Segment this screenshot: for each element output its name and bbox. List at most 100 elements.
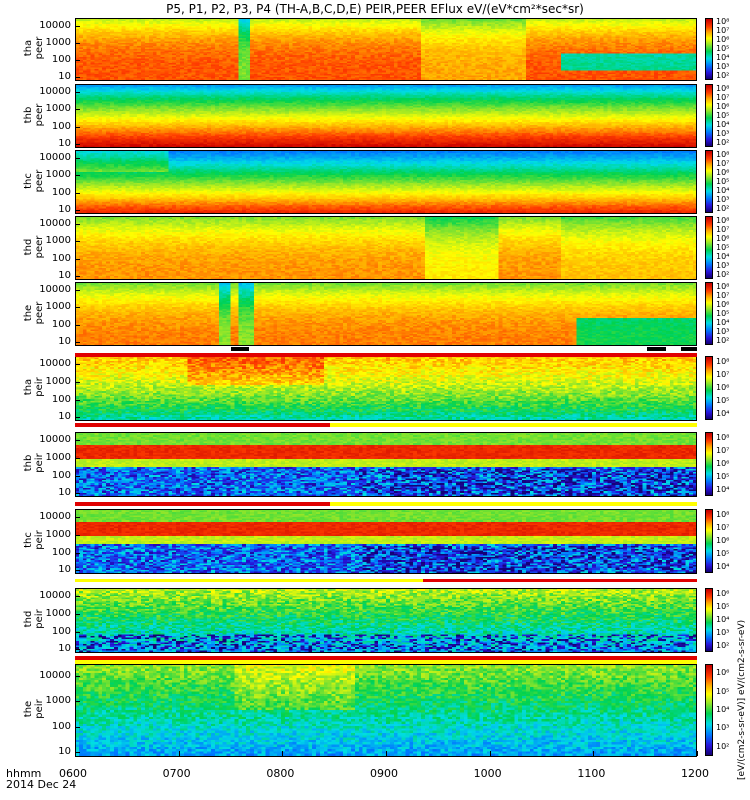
quality-flag-bar — [423, 579, 697, 583]
x-tick-mark — [489, 751, 491, 756]
colorbar-tick-label: 10³ — [716, 627, 730, 637]
x-tick-mark — [386, 751, 387, 756]
y-tick-mark — [75, 91, 80, 93]
colorbar-tick-label: 10⁸ — [716, 83, 730, 93]
y-tick-label: 10000 — [39, 85, 71, 97]
y-tick-label: 100 — [51, 186, 71, 198]
y-tick-mark — [75, 276, 80, 278]
y-tick-label: 10000 — [39, 590, 71, 601]
y-tick-mark — [75, 42, 80, 44]
colorbar-tick-label: 10² — [716, 640, 730, 650]
y-tick-label: 10 — [58, 487, 71, 499]
colorbar-tick-label: 10⁷ — [716, 290, 730, 300]
y-tick-mark — [75, 493, 80, 495]
colorbar-tick-label: 10⁶ — [716, 233, 730, 243]
y-tick-mark — [75, 77, 80, 79]
y-tick-mark — [75, 752, 80, 754]
colorbar-tick-label: 10⁵ — [716, 308, 730, 318]
y-tick-label: 10 — [58, 71, 71, 83]
y-tick-label: 100 — [51, 252, 71, 264]
y-tick-label: 10000 — [39, 669, 71, 681]
colorbar-tick-label: 10⁷ — [716, 26, 730, 36]
y-tick-mark — [75, 289, 80, 291]
colorbar-tick-label: 10³ — [716, 723, 730, 733]
colorbar-tick-label: 10³ — [716, 326, 730, 336]
quality-flag-bar — [330, 423, 697, 427]
x-tick-label: 0800 — [266, 767, 295, 780]
colorbar-tick-label: 10⁷ — [716, 158, 730, 168]
y-tick-label: 10 — [58, 411, 71, 423]
y-tick-label: 10 — [58, 204, 71, 216]
quality-flag-bar — [75, 502, 331, 506]
y-tick-label: 10 — [58, 564, 71, 576]
y-tick-label: 10 — [58, 643, 71, 655]
y-tick-mark — [75, 144, 80, 146]
y-tick-label: 1000 — [45, 528, 71, 540]
y-tick-mark — [75, 440, 80, 441]
y-tick-label: 10 — [58, 270, 71, 282]
colorbar-tick-label: 10⁴ — [716, 185, 730, 195]
y-tick-label: 1000 — [45, 235, 71, 247]
y-tick-mark — [75, 60, 80, 62]
y-tick-label: 100 — [51, 393, 71, 405]
y-tick-mark — [75, 258, 80, 260]
colorbar-tick-label: 10⁷ — [716, 523, 730, 533]
colorbar-tick-label: 10² — [716, 269, 730, 279]
quality-flag-bar — [230, 347, 250, 351]
x-tick-mark — [282, 751, 284, 756]
date-label: 2014 Dec 24 — [6, 778, 77, 791]
colorbar-tick-label: 10⁶ — [716, 459, 730, 468]
colorbar-units-label: [eV/(cm2-s-sr-eV)] eV/(cm2-s-sr-eV) — [737, 619, 747, 780]
colorbar-tick-label: 10⁴ — [716, 615, 730, 624]
y-tick-mark — [75, 223, 80, 225]
colorbar-tick-label: 10⁴ — [716, 561, 730, 571]
y-tick-mark — [75, 596, 80, 597]
colorbar-tick-label: 10⁵ — [716, 44, 730, 53]
colorbar-tick-label: 10⁵ — [716, 242, 730, 252]
x-tick-label: 1100 — [577, 767, 606, 780]
y-tick-mark — [75, 381, 80, 383]
y-tick-mark — [75, 324, 80, 326]
colorbar — [705, 432, 713, 496]
spectrogram-tha-peer — [75, 18, 697, 80]
y-tick-label: 10000 — [39, 283, 71, 295]
colorbar-tick-label: 10² — [716, 203, 730, 213]
y-tick-label: 1000 — [45, 607, 71, 619]
y-tick-mark — [75, 475, 80, 477]
colorbar-tick-label: 10⁶ — [716, 589, 730, 599]
y-tick-label: 100 — [51, 720, 71, 732]
colorbar-tick-label: 10⁶ — [716, 167, 730, 177]
quality-flag-bar — [75, 660, 697, 664]
colorbar-tick-label: 10⁵ — [716, 602, 730, 612]
quality-flag-bar — [647, 347, 666, 351]
y-tick-mark — [75, 649, 80, 651]
y-tick-label: 10000 — [39, 434, 71, 445]
quality-flag-bar — [681, 347, 697, 351]
colorbar-tick-label: 10⁵ — [716, 110, 730, 120]
x-tick-mark — [593, 751, 595, 756]
y-tick-mark — [75, 631, 80, 633]
colorbar — [705, 84, 713, 147]
y-tick-mark — [75, 570, 80, 572]
y-tick-label: 10000 — [39, 217, 71, 229]
colorbar-tick-label: 10² — [716, 335, 730, 345]
colorbar-tick-label: 10⁶ — [716, 383, 730, 392]
y-tick-label: 1000 — [45, 375, 71, 387]
y-tick-mark — [75, 241, 80, 243]
colorbar-tick-label: 10² — [716, 137, 730, 147]
y-tick-mark — [75, 109, 80, 111]
x-tick-label: 1200 — [681, 767, 709, 780]
colorbar-tick-label: 10⁴ — [716, 119, 730, 129]
colorbar-tick-label: 10² — [716, 70, 730, 80]
y-tick-label: 100 — [51, 469, 71, 481]
colorbar-tick-label: 10² — [716, 741, 730, 751]
colorbar-tick-label: 10⁸ — [716, 433, 730, 443]
quality-flag-bar — [75, 353, 697, 357]
y-tick-mark — [75, 399, 80, 401]
y-tick-mark — [75, 726, 80, 728]
y-tick-mark — [75, 517, 80, 518]
colorbar-tick-label: 10⁵ — [716, 471, 730, 481]
colorbar-tick-label: 10⁴ — [716, 408, 730, 418]
y-tick-mark — [75, 192, 80, 194]
y-tick-label: 1000 — [45, 36, 71, 48]
